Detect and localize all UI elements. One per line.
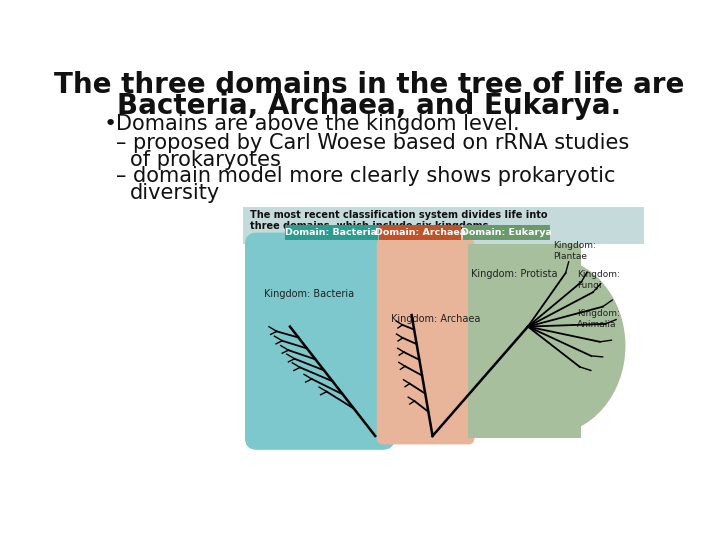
Text: Domains are above the kingdom level.: Domains are above the kingdom level. <box>117 114 520 134</box>
Text: Kingdom:
Animalia: Kingdom: Animalia <box>577 309 620 329</box>
Text: Kingdom: Archaea: Kingdom: Archaea <box>391 314 480 324</box>
Text: The three domains in the tree of life are: The three domains in the tree of life ar… <box>54 71 684 99</box>
Text: •: • <box>104 114 117 134</box>
Text: Domain: Bacteria: Domain: Bacteria <box>285 228 377 237</box>
FancyBboxPatch shape <box>284 225 377 240</box>
Text: – proposed by Carl Woese based on rRNA studies: – proposed by Carl Woese based on rRNA s… <box>117 132 629 153</box>
Text: Kingdom:
Plantae: Kingdom: Plantae <box>554 241 596 261</box>
FancyBboxPatch shape <box>377 238 474 444</box>
Text: of prokaryotes: of prokaryotes <box>130 150 282 170</box>
Text: Domain: Archaea: Domain: Archaea <box>374 228 466 237</box>
Ellipse shape <box>469 257 625 434</box>
Text: Domain: Eukarya: Domain: Eukarya <box>461 228 552 237</box>
Text: diversity: diversity <box>130 184 220 204</box>
Text: Kingdom:
Fungi: Kingdom: Fungi <box>577 271 620 291</box>
Text: Bacteria, Archaea, and Eukarya.: Bacteria, Archaea, and Eukarya. <box>117 92 621 120</box>
Text: The most recent classification system divides life into: The most recent classification system di… <box>250 211 547 220</box>
FancyBboxPatch shape <box>243 207 644 244</box>
Text: three domains, which include six kingdoms.: three domains, which include six kingdom… <box>250 221 492 231</box>
Text: Kingdom: Bacteria: Kingdom: Bacteria <box>264 289 354 299</box>
FancyBboxPatch shape <box>245 233 395 450</box>
FancyBboxPatch shape <box>468 244 580 438</box>
FancyBboxPatch shape <box>463 225 549 240</box>
FancyBboxPatch shape <box>379 225 462 240</box>
Text: – domain model more clearly shows prokaryotic: – domain model more clearly shows prokar… <box>117 166 616 186</box>
Text: Kingdom: Protista: Kingdom: Protista <box>472 269 558 279</box>
